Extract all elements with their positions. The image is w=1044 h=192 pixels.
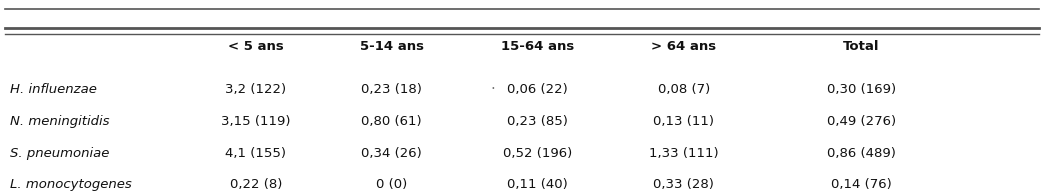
Text: 0,23 (85): 0,23 (85) [507, 115, 568, 128]
Text: 0,14 (76): 0,14 (76) [831, 178, 892, 191]
Text: N. meningitidis: N. meningitidis [10, 115, 110, 128]
Text: 5-14 ans: 5-14 ans [359, 40, 424, 53]
Text: 0 (0): 0 (0) [376, 178, 407, 191]
Text: ·: · [491, 82, 495, 97]
Text: 1,33 (111): 1,33 (111) [649, 147, 718, 160]
Text: 0,30 (169): 0,30 (169) [827, 83, 896, 96]
Text: 4,1 (155): 4,1 (155) [226, 147, 286, 160]
Text: < 5 ans: < 5 ans [228, 40, 284, 53]
Text: 0,49 (276): 0,49 (276) [827, 115, 896, 128]
Text: 0,08 (7): 0,08 (7) [658, 83, 710, 96]
Text: 0,13 (11): 0,13 (11) [654, 115, 714, 128]
Text: 0,86 (489): 0,86 (489) [827, 147, 896, 160]
Text: 0,34 (26): 0,34 (26) [361, 147, 422, 160]
Text: Total: Total [844, 40, 879, 53]
Text: > 64 ans: > 64 ans [651, 40, 716, 53]
Text: 0,33 (28): 0,33 (28) [654, 178, 714, 191]
Text: S. pneumoniae: S. pneumoniae [10, 147, 110, 160]
Text: 0,11 (40): 0,11 (40) [507, 178, 568, 191]
Text: 0,22 (8): 0,22 (8) [230, 178, 282, 191]
Text: L. monocytogenes: L. monocytogenes [10, 178, 133, 191]
Text: H. influenzae: H. influenzae [10, 83, 97, 96]
Text: 0,52 (196): 0,52 (196) [503, 147, 572, 160]
Text: 15-64 ans: 15-64 ans [501, 40, 574, 53]
Text: 3,15 (119): 3,15 (119) [221, 115, 290, 128]
Text: 0,23 (18): 0,23 (18) [361, 83, 422, 96]
Text: 0,80 (61): 0,80 (61) [361, 115, 422, 128]
Text: 3,2 (122): 3,2 (122) [226, 83, 286, 96]
Text: 0,06 (22): 0,06 (22) [507, 83, 568, 96]
